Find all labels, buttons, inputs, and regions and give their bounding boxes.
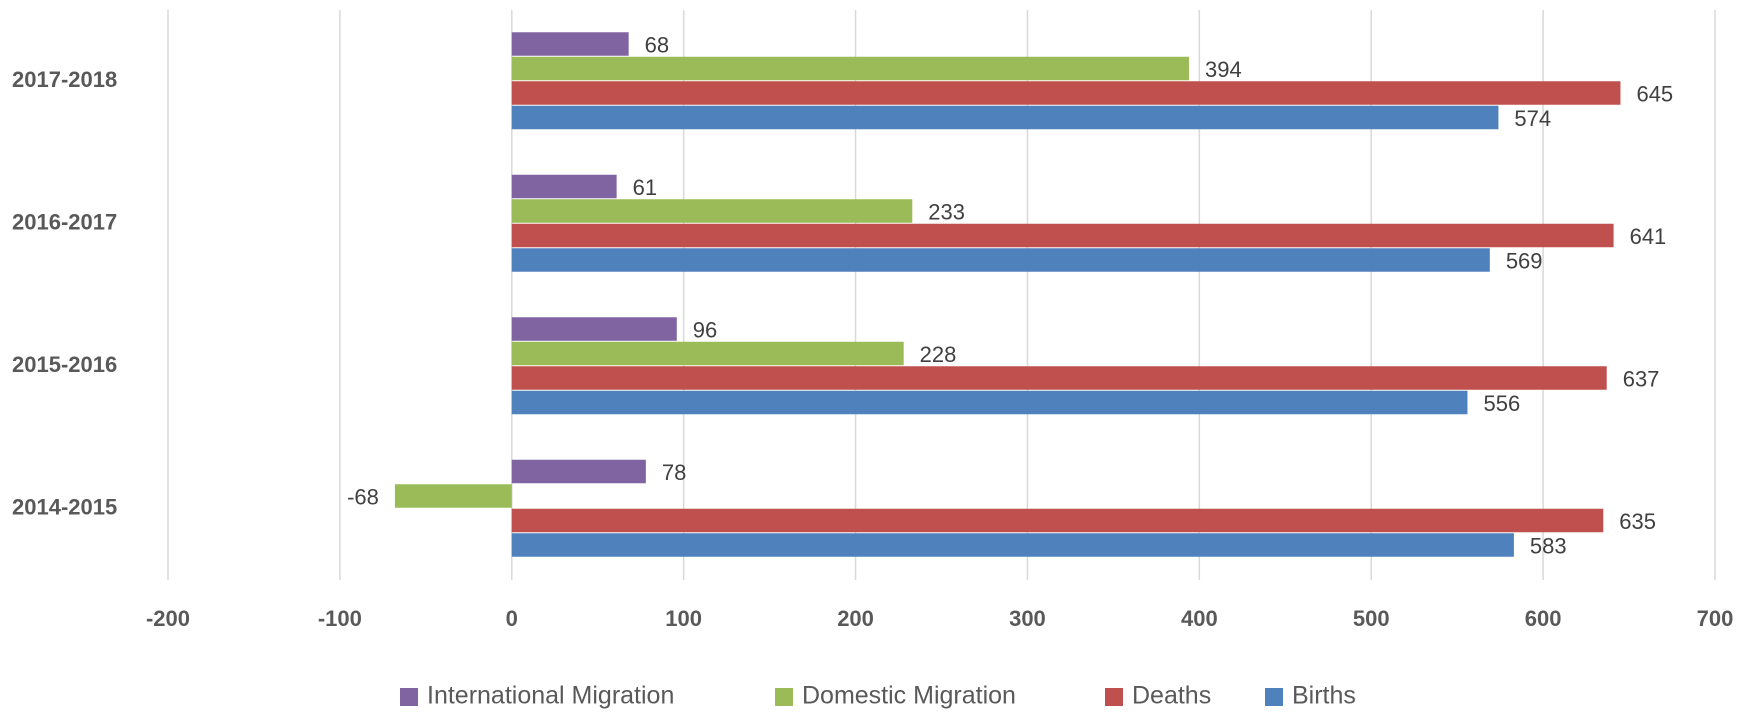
legend-swatch — [1105, 688, 1123, 706]
bar — [511, 366, 1607, 390]
data-label: 61 — [633, 175, 657, 200]
data-label: 583 — [1530, 533, 1567, 558]
data-label: 78 — [662, 460, 686, 485]
x-tick-label: 300 — [1009, 606, 1046, 631]
x-tick-label: 600 — [1525, 606, 1562, 631]
category-label: 2016-2017 — [12, 210, 117, 235]
bar — [511, 174, 617, 199]
data-label: 637 — [1623, 366, 1660, 391]
x-tick-label: 0 — [506, 606, 518, 631]
x-tick-label: 200 — [837, 606, 874, 631]
x-tick-label: -200 — [146, 606, 190, 631]
bar — [511, 199, 913, 223]
data-label: 228 — [920, 342, 957, 367]
legend-swatch — [775, 688, 793, 706]
bar — [511, 223, 1614, 248]
data-label: -68 — [347, 484, 379, 509]
category-label: 2017-2018 — [12, 67, 117, 92]
x-tick-label: -100 — [318, 606, 362, 631]
x-tick-label: 700 — [1697, 606, 1734, 631]
data-label: 574 — [1514, 106, 1551, 131]
bar — [511, 81, 1621, 105]
bar — [511, 105, 1499, 130]
category-label: 2014-2015 — [12, 495, 117, 520]
bar — [511, 317, 677, 341]
data-label: 645 — [1636, 81, 1673, 106]
bar — [511, 508, 1604, 533]
bar — [511, 390, 1468, 415]
bar — [511, 459, 646, 484]
legend-label: Domestic Migration — [802, 682, 1016, 710]
bar — [511, 248, 1490, 272]
bar — [511, 341, 904, 366]
data-label: 68 — [645, 32, 669, 57]
data-label: 556 — [1483, 391, 1520, 416]
legend-label: Deaths — [1132, 682, 1211, 710]
data-label: 394 — [1205, 57, 1242, 82]
x-tick-label: 500 — [1353, 606, 1390, 631]
legend-swatch — [400, 688, 418, 706]
x-tick-label: 400 — [1181, 606, 1218, 631]
bar — [394, 484, 512, 508]
x-tick-label: 100 — [665, 606, 702, 631]
data-label: 635 — [1619, 509, 1656, 534]
data-label: 233 — [928, 199, 965, 224]
bar — [511, 32, 629, 56]
data-label: 641 — [1630, 224, 1667, 249]
bar — [511, 56, 1190, 81]
legend-swatch — [1265, 688, 1283, 706]
legend-label: Births — [1292, 682, 1356, 710]
data-label: 96 — [693, 317, 717, 342]
data-label: 569 — [1506, 248, 1543, 273]
bar — [511, 533, 1514, 557]
category-label: 2015-2016 — [12, 352, 117, 377]
legend-label: International Migration — [427, 682, 674, 710]
